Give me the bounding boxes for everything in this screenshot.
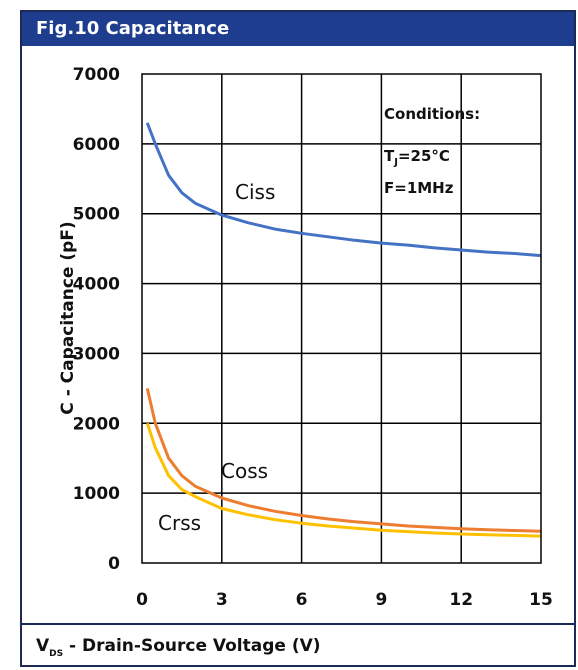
conditions-heading: Conditions: xyxy=(384,105,480,123)
x-tick-label: 9 xyxy=(375,590,387,610)
x-axis-title-prefix: V xyxy=(36,636,50,656)
footer-divider xyxy=(22,623,574,625)
series-line-coss xyxy=(145,388,542,533)
series-line-crss xyxy=(145,422,542,538)
grid xyxy=(142,74,541,563)
x-tick-label: 12 xyxy=(449,590,473,610)
conditions-tj-prefix: T xyxy=(384,147,395,165)
y-tick-label: 0 xyxy=(108,554,120,574)
y-tick-label: 2000 xyxy=(73,414,120,434)
y-tick-label: 6000 xyxy=(73,135,120,155)
conditions-tj-subscript: J xyxy=(393,157,398,168)
y-tick-label: 5000 xyxy=(73,205,120,225)
tick-labels: 0 3 6 9 12 15 0 1000 2000 3000 4000 5000 6000 7000 Cis… xyxy=(73,65,553,610)
series-line-ciss xyxy=(145,122,542,258)
x-axis-title-subscript: DS xyxy=(49,649,64,659)
plot-area-border xyxy=(141,73,542,564)
x-axis-title-rest: - Drain-Source Voltage (V) xyxy=(63,636,321,656)
x-tick-label: 6 xyxy=(296,590,308,610)
x-tick-label: 15 xyxy=(529,590,553,610)
y-tick-label: 4000 xyxy=(73,275,120,295)
x-tick-label: 0 xyxy=(136,590,148,610)
x-axis-title: VDS - Drain-Source Voltage (V) xyxy=(36,636,321,659)
conditions-tj: TJ=25°C xyxy=(384,147,450,168)
y-tick-label: 1000 xyxy=(73,484,120,504)
y-tick-label: 3000 xyxy=(73,344,120,364)
figure-title: Fig.10 Capacitance xyxy=(22,12,574,46)
figure-frame: Fig.10 Capacitance VDS - Drain-Source Vo… xyxy=(20,10,576,667)
series-label-ciss: Ciss xyxy=(235,180,275,204)
axes xyxy=(141,73,542,564)
series-label-coss: Coss xyxy=(221,459,268,483)
series-label-crss: Crss xyxy=(158,511,201,535)
conditions-frequency: F=1MHz xyxy=(384,179,454,197)
series-group xyxy=(145,122,542,538)
y-tick-label: 7000 xyxy=(73,65,120,85)
y-axis-title: C - Capacitance (pF) xyxy=(58,221,78,414)
x-tick-label: 3 xyxy=(216,590,228,610)
conditions-note: Conditions: TJ=25°C F=1MHz xyxy=(384,105,480,197)
conditions-tj-rest: =25°C xyxy=(398,147,450,165)
